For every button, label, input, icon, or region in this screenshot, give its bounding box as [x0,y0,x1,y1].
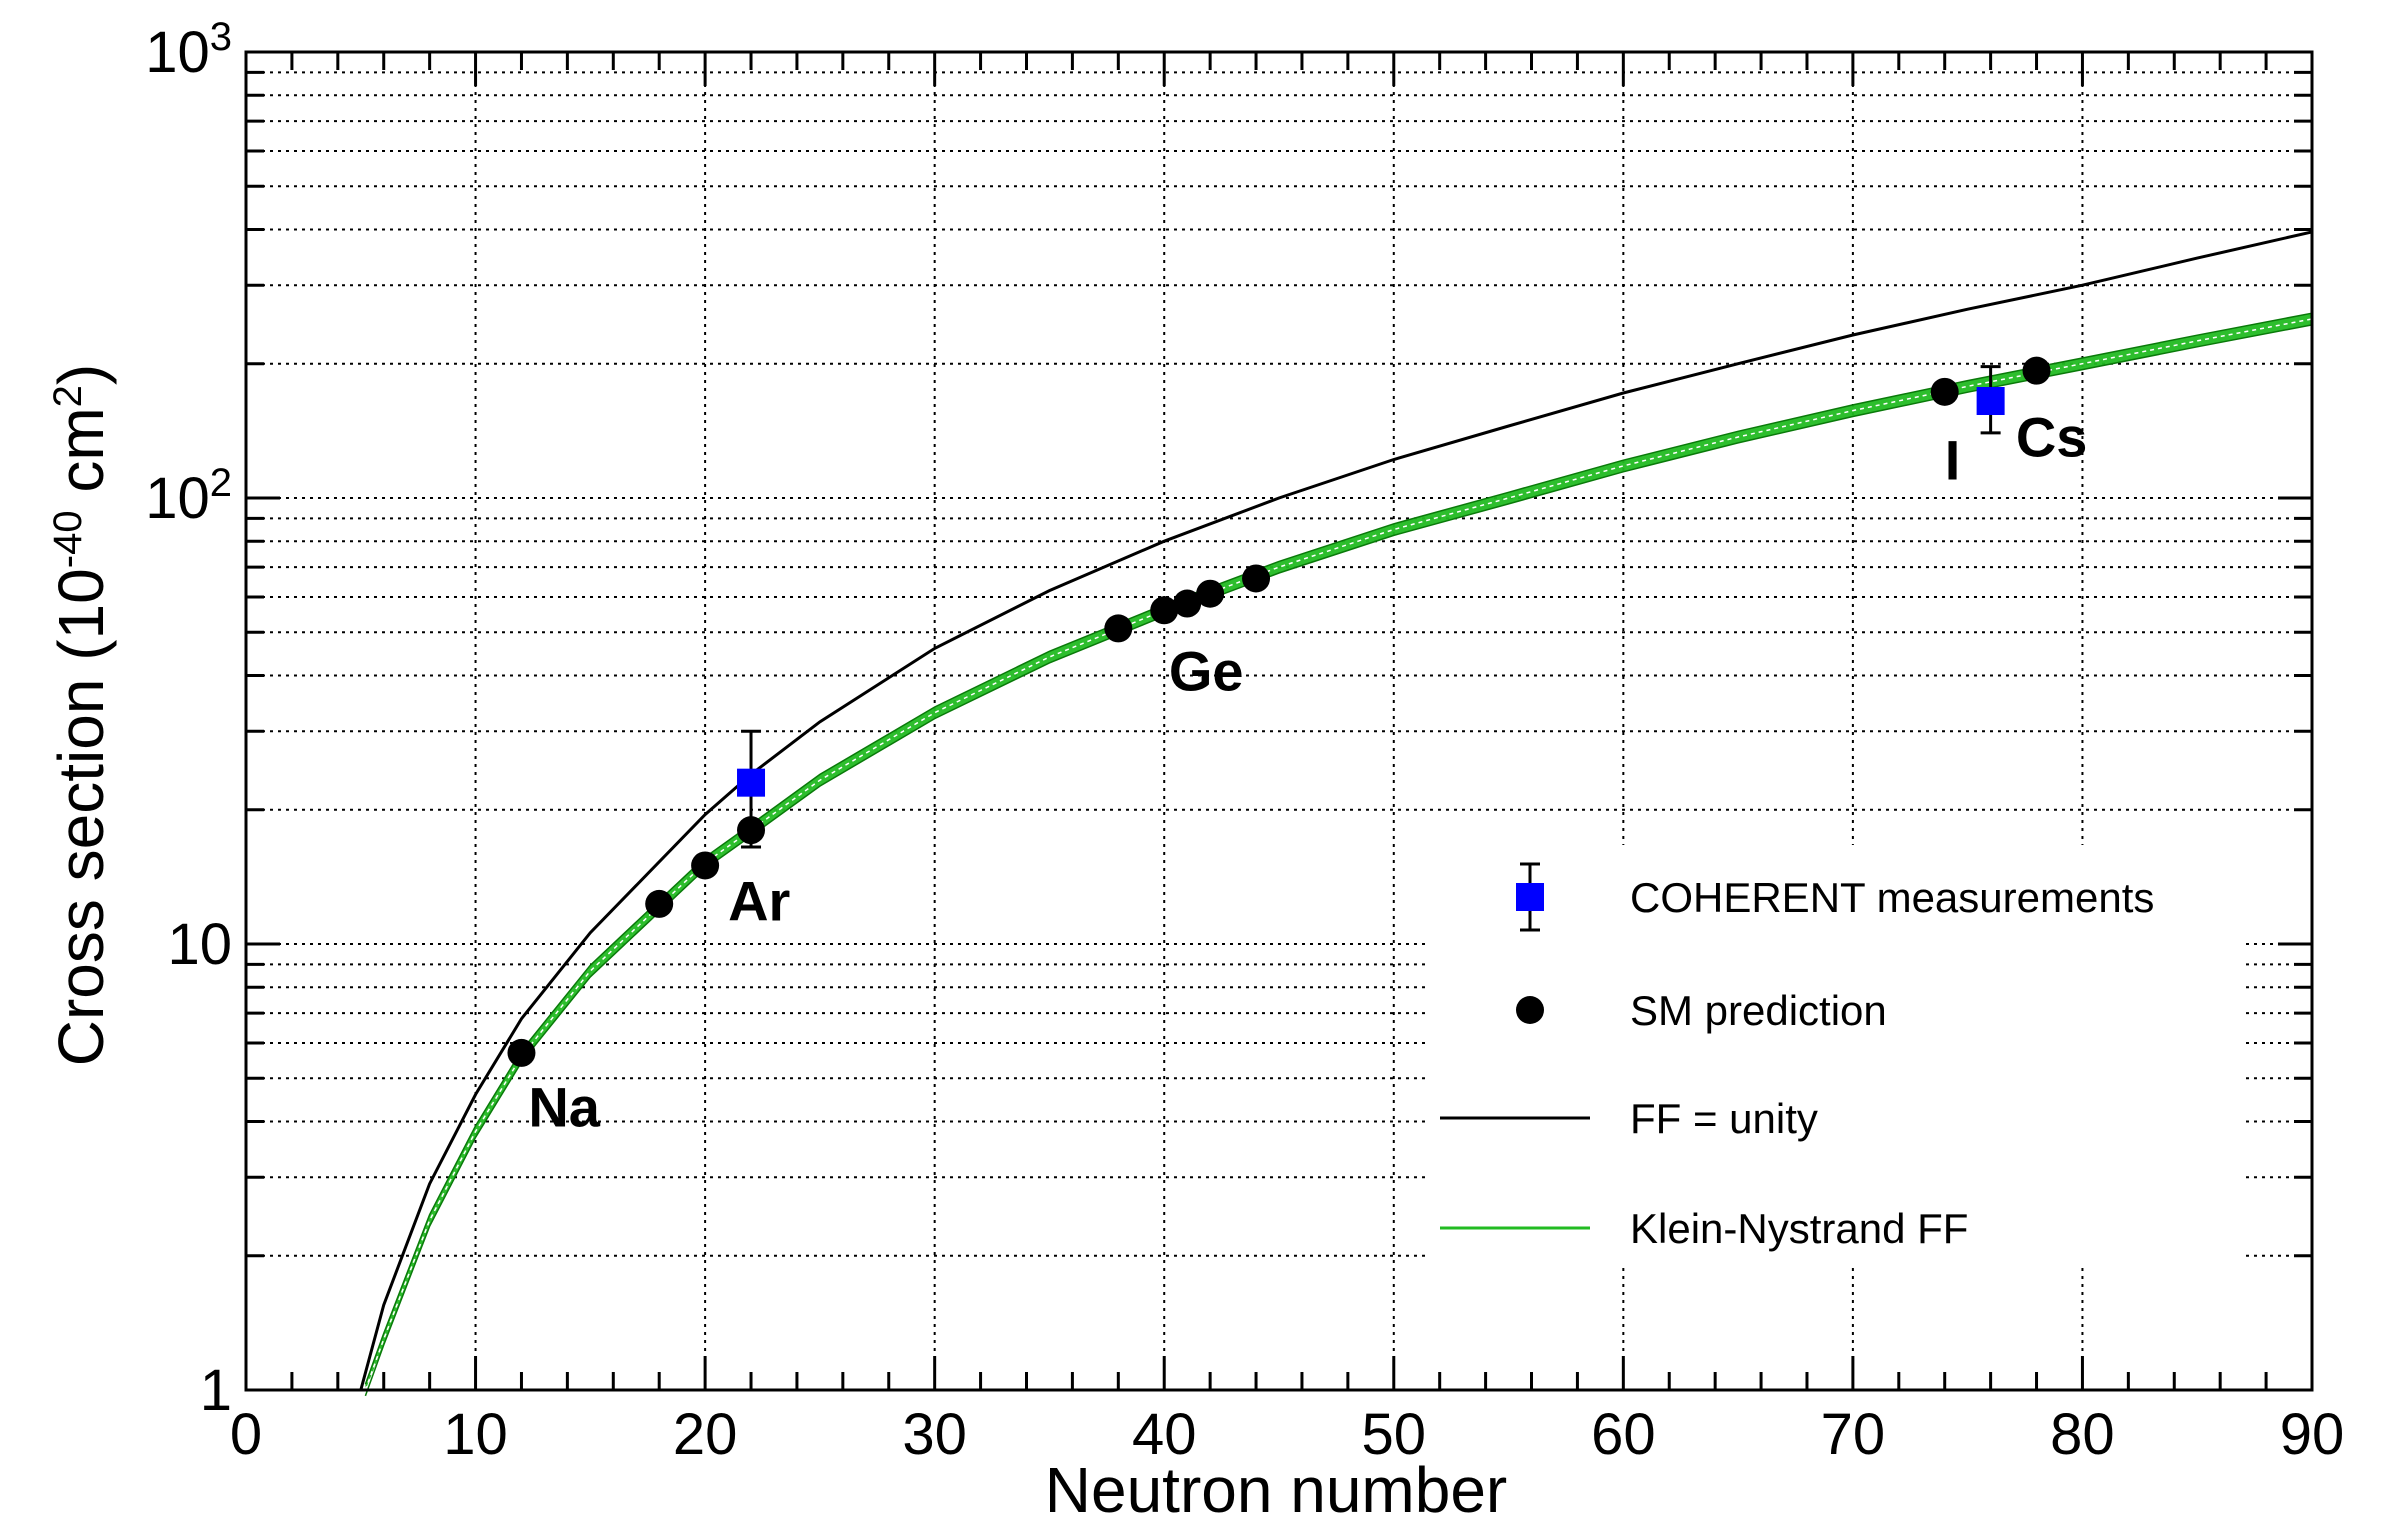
x-axis-title: Neutron number [1045,1454,1507,1526]
y-tick-label: 1 [200,1358,232,1423]
axis-titles: Neutron number Cross section (10-40 cm2) [45,364,1507,1526]
ff-unity-curve [359,230,2313,1391]
plot-frame [244,50,2314,1392]
y-tick-label: 102 [145,461,232,531]
sm-prediction-point [1930,377,1959,406]
sm-prediction-point [645,889,674,918]
sm-prediction-point [1242,564,1271,593]
x-tick-label: 20 [673,1402,738,1467]
plot-border [244,50,2314,1392]
x-tick-label: 90 [2280,1402,2345,1467]
x-tick-label: 30 [902,1402,967,1467]
element-label-ge: Ge [1169,640,1244,703]
element-labels: Na Ar Ge I Cs [528,405,2087,1138]
legend-label: SM prediction [1630,987,1887,1034]
element-label-i: I [1945,429,1961,492]
x-tick-label: 50 [1362,1402,1427,1467]
x-tick-label: 10 [443,1402,508,1467]
sm-prediction-point [1150,596,1179,625]
legend-label: FF = unity [1630,1095,1818,1142]
legend-symbol-square [1516,883,1544,911]
curves [359,230,2313,1391]
y-tick-label: 103 [145,15,232,85]
sm-prediction-point [1196,579,1225,608]
sm-prediction-point [507,1038,536,1067]
sm-prediction-point [1173,589,1202,618]
x-tick-label: 0 [230,1402,262,1467]
sm-prediction-point [1104,614,1133,643]
legend-label: Klein-Nystrand FF [1630,1205,1968,1252]
coherent-measurement-point [737,768,766,797]
tick-labels: 0 10 20 30 40 50 60 70 80 90 1 10 102 103 [145,15,2344,1467]
x-tick-label: 60 [1591,1402,1656,1467]
sm-prediction-point [2022,356,2051,385]
y-axis-title: Cross section (10-40 cm2) [45,364,117,1066]
legend: COHERENT measurements SM prediction FF = u… [1425,845,2245,1265]
sm-prediction-point [691,851,720,880]
grid-lines [246,52,2312,1390]
element-label-ar: Ar [728,869,790,932]
element-label-na: Na [528,1075,600,1138]
element-label-cs: Cs [2016,405,2088,468]
x-tick-label: 70 [1821,1402,1886,1467]
legend-label: COHERENT measurements [1630,874,2154,921]
data-points [507,356,2051,1067]
legend-box [1425,845,2245,1265]
axis-ticks [244,50,2314,1392]
coherent-measurement-point [1976,387,2005,416]
x-tick-label: 40 [1132,1402,1197,1467]
x-tick-label: 80 [2050,1402,2115,1467]
klein-nystrand-band-lower [364,324,2313,1397]
y-tick-label: 10 [167,912,232,977]
klein-nystrand-central-line [364,318,2313,1391]
legend-symbol-circle [1516,996,1544,1024]
